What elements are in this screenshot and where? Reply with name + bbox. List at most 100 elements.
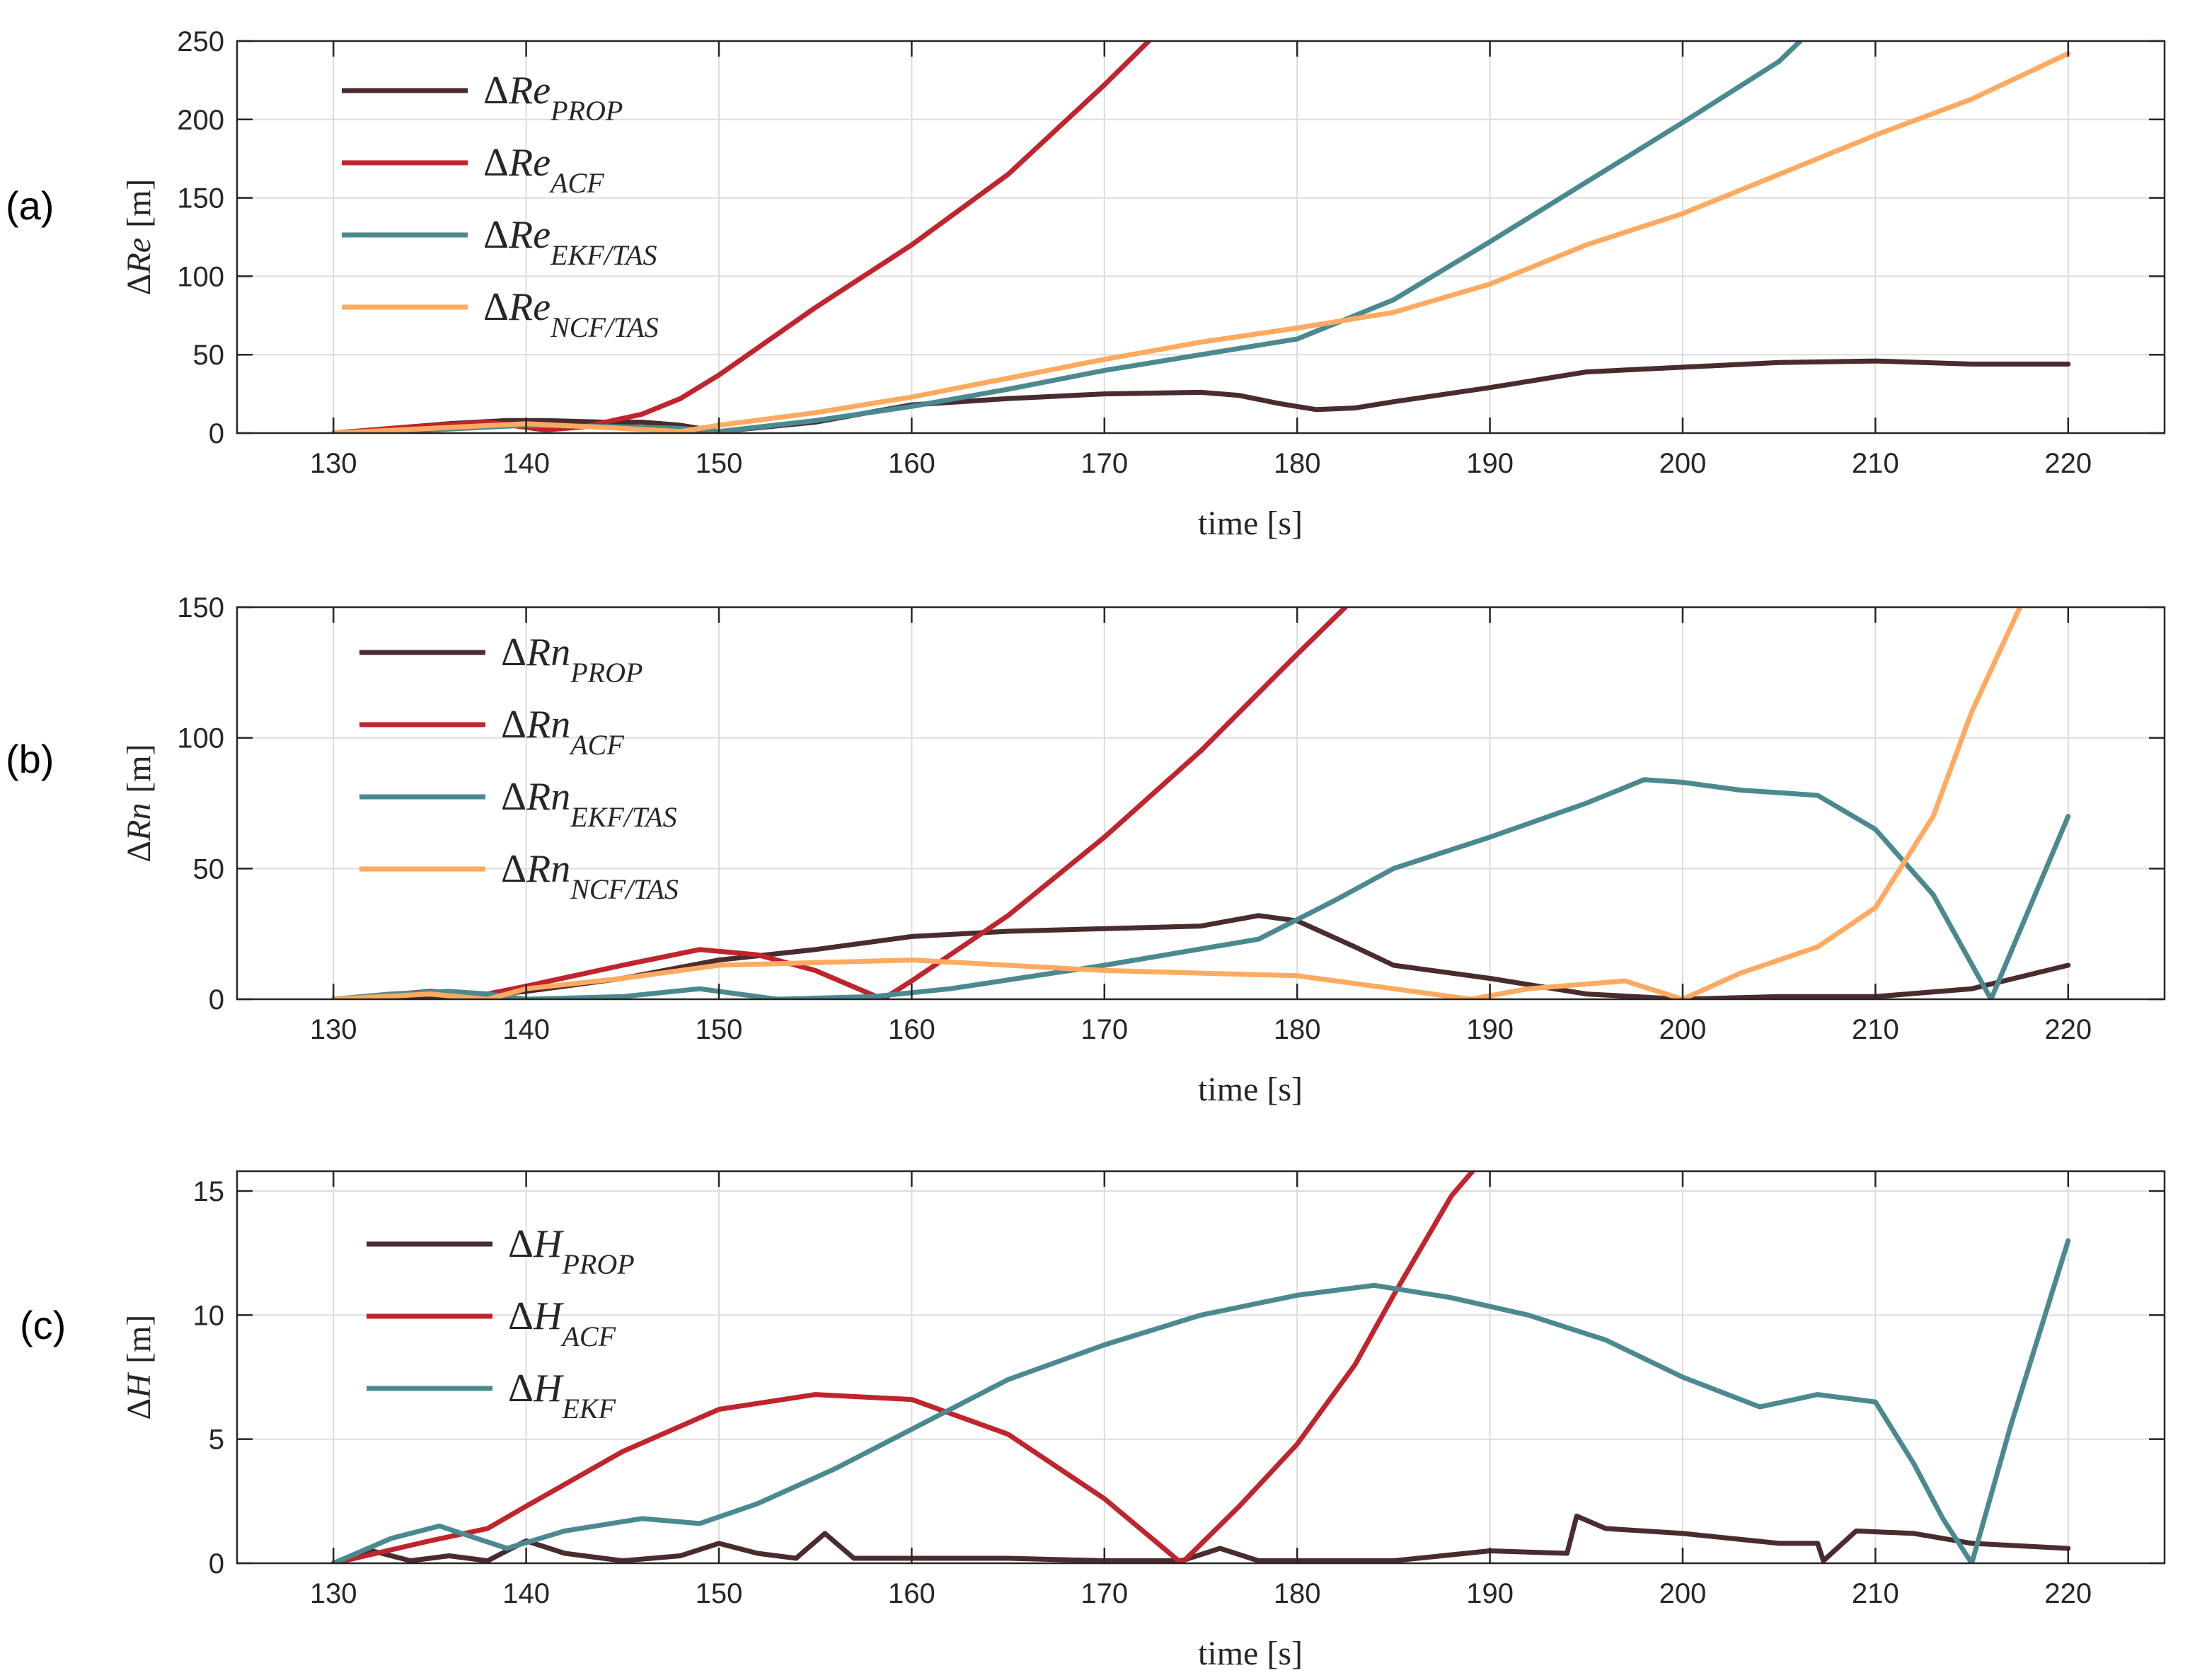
x-tick-label: 130 bbox=[310, 448, 357, 479]
x-tick-label: 220 bbox=[2044, 1578, 2092, 1609]
legend-subscript: EKF bbox=[561, 1393, 616, 1425]
x-tick-label: 210 bbox=[1852, 448, 1899, 479]
legend-delta: Δ bbox=[483, 213, 509, 257]
x-axis-label: time [s] bbox=[1198, 1635, 1303, 1672]
y-axis-label: ΔRe [m] bbox=[120, 179, 158, 296]
x-tick-label: 210 bbox=[1852, 1014, 1899, 1045]
legend-var: Rn bbox=[526, 775, 570, 819]
series-group bbox=[330, 41, 2071, 433]
panel-label: (a) bbox=[6, 183, 54, 228]
y-axis-label-delta: Δ bbox=[120, 274, 158, 296]
legend-subscript: NCF/TAS bbox=[550, 311, 659, 343]
legend-label-prop: ΔRnPROP bbox=[501, 631, 642, 689]
ticks bbox=[237, 606, 2165, 1001]
x-tick-label: 200 bbox=[1659, 448, 1707, 479]
x-tick-label: 150 bbox=[696, 448, 743, 479]
series-line-ekf bbox=[330, 777, 2071, 999]
x-tick-label: 140 bbox=[502, 1578, 550, 1609]
x-axis-label: time [s] bbox=[1198, 1071, 1303, 1108]
legend-delta: Δ bbox=[508, 1294, 534, 1338]
panel-label: (b) bbox=[6, 737, 54, 781]
series-line-ekf bbox=[330, 1238, 2071, 1563]
x-tick-label: 180 bbox=[1274, 1014, 1321, 1045]
x-tick-label: 190 bbox=[1466, 1578, 1514, 1609]
legend-delta: Δ bbox=[501, 631, 526, 674]
x-tick-label: 160 bbox=[888, 1014, 935, 1045]
legend-label-ekf: ΔRnEKF/TAS bbox=[501, 775, 677, 833]
legend-label-acf: ΔReACF bbox=[483, 141, 604, 199]
legend-var: H bbox=[533, 1222, 564, 1266]
x-tick-label: 220 bbox=[2044, 448, 2092, 479]
x-tick-label: 170 bbox=[1081, 448, 1128, 479]
y-tick-label: 100 bbox=[177, 261, 224, 292]
legend-var: Rn bbox=[526, 703, 570, 747]
y-tick-label: 100 bbox=[177, 723, 224, 754]
x-tick-label: 160 bbox=[888, 1578, 935, 1609]
axes-box bbox=[236, 606, 2166, 1001]
legend-var: H bbox=[533, 1294, 564, 1338]
x-axis-label: time [s] bbox=[1198, 505, 1303, 542]
legend-delta: Δ bbox=[501, 703, 526, 747]
y-tick-label: 50 bbox=[193, 340, 225, 371]
x-tick-label: 130 bbox=[310, 1014, 357, 1045]
y-axis-label-var: Rn bbox=[120, 803, 158, 841]
legend-label-ncf: ΔReNCF/TAS bbox=[483, 285, 659, 343]
y-tick-label: 5 bbox=[209, 1425, 224, 1456]
legend-var: Re bbox=[508, 213, 551, 257]
axes-box bbox=[236, 1170, 2166, 1565]
legend-subscript: ACF bbox=[548, 167, 604, 199]
legend-label-ekf: ΔReEKF/TAS bbox=[483, 213, 657, 271]
y-tick-label: 200 bbox=[177, 105, 224, 136]
y-tick-label: 50 bbox=[193, 853, 225, 885]
legend-subscript: PROP bbox=[570, 657, 642, 689]
legend-delta: Δ bbox=[508, 1222, 534, 1266]
x-tick-label: 200 bbox=[1659, 1014, 1707, 1045]
x-tick-label: 200 bbox=[1659, 1578, 1707, 1609]
y-tick-label: 0 bbox=[209, 984, 224, 1016]
y-axis-label-unit: [m] bbox=[120, 179, 158, 228]
x-tick-label: 220 bbox=[2044, 1014, 2092, 1045]
x-tick-label: 180 bbox=[1274, 448, 1321, 479]
series-line-acf bbox=[330, 41, 1151, 433]
legend-label-ncf: ΔRnNCF/TAS bbox=[501, 847, 679, 905]
y-axis-label-var: H bbox=[120, 1372, 158, 1399]
legend-delta: Δ bbox=[508, 1367, 534, 1410]
x-tick-label: 190 bbox=[1466, 1014, 1514, 1045]
legend-label-acf: ΔHACF bbox=[508, 1294, 616, 1352]
axes-box bbox=[236, 40, 2166, 435]
y-tick-label: 0 bbox=[209, 418, 224, 449]
x-tick-label: 170 bbox=[1081, 1578, 1128, 1609]
panel-b: 130 140 150 160 170 180 190 200 210 220 0 50 100 150 t… bbox=[6, 592, 2166, 1108]
y-tick-label: 150 bbox=[177, 183, 224, 214]
legend-var: Rn bbox=[526, 847, 570, 891]
panel-label: (c) bbox=[20, 1303, 66, 1347]
legend-var: Rn bbox=[526, 631, 570, 674]
series-line-ncf bbox=[330, 51, 2071, 433]
y-tick-label: 0 bbox=[209, 1548, 224, 1580]
x-tick-label: 130 bbox=[310, 1578, 357, 1609]
legend-subscript: NCF/TAS bbox=[570, 873, 679, 905]
legend-var: Re bbox=[508, 69, 551, 113]
y-axis-label-delta: Δ bbox=[120, 841, 158, 863]
legend-subscript: EKF/TAS bbox=[570, 801, 676, 833]
series-line-acf bbox=[330, 1171, 1475, 1563]
series-line-prop bbox=[330, 358, 2071, 433]
y-tick-label: 250 bbox=[177, 26, 224, 57]
y-axis-label-var: Re bbox=[120, 238, 158, 275]
x-tick-label: 190 bbox=[1466, 448, 1514, 479]
panel-c: 130 140 150 160 170 180 190 200 210 220 0 5 10 15 time… bbox=[20, 1170, 2166, 1672]
legend-subscript: EKF/TAS bbox=[550, 239, 657, 271]
legend-var: Re bbox=[508, 141, 551, 185]
ticks bbox=[237, 40, 2165, 435]
series-line-ncf bbox=[330, 607, 2023, 999]
legend-subscript: PROP bbox=[550, 95, 623, 127]
x-tick-label: 180 bbox=[1274, 1578, 1321, 1609]
x-tick-label: 170 bbox=[1081, 1014, 1128, 1045]
legend-delta: Δ bbox=[501, 847, 526, 891]
y-axis-label-delta: Δ bbox=[120, 1398, 158, 1420]
panel-a: 130 140 150 160 170 180 190 200 210 220 0 50 100 150 2… bbox=[6, 26, 2166, 542]
legend-subscript: ACF bbox=[568, 729, 624, 761]
